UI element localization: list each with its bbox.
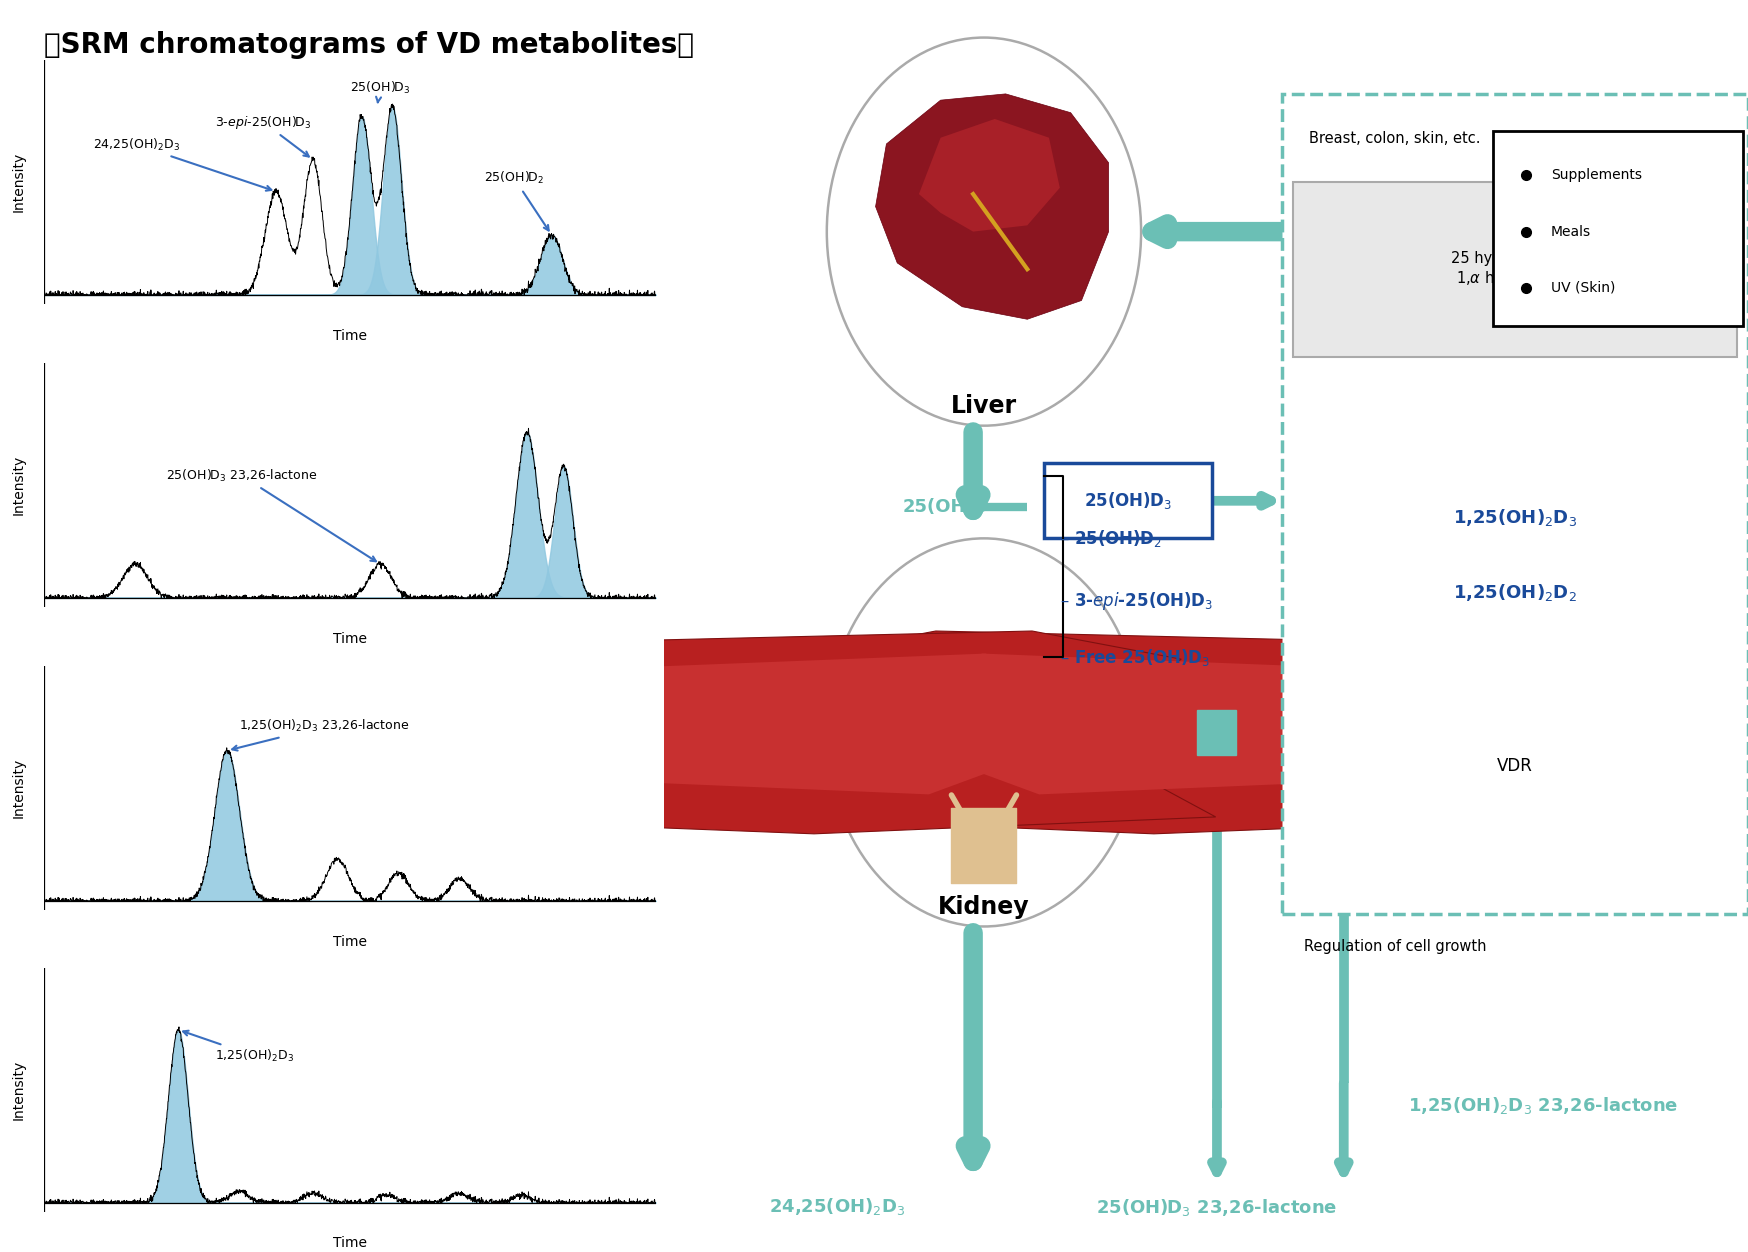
Text: Liver: Liver: [951, 394, 1017, 418]
Text: Time: Time: [332, 632, 367, 646]
Text: 1,25(OH)$_2$D$_3$ 23,26-lactone: 1,25(OH)$_2$D$_3$ 23,26-lactone: [232, 719, 409, 750]
Text: 25(OH)D$_3$: 25(OH)D$_3$: [350, 80, 411, 103]
Text: 25(OH)D$_2$: 25(OH)D$_2$: [484, 170, 549, 230]
Text: 1,25(OH)$_2$D$_2$: 1,25(OH)$_2$D$_2$: [1453, 582, 1577, 603]
Text: 25(OH)D$_3$ 23,26-lactone: 25(OH)D$_3$ 23,26-lactone: [1096, 1197, 1337, 1218]
FancyBboxPatch shape: [1044, 463, 1211, 538]
Text: Kidney: Kidney: [939, 895, 1030, 919]
Text: Regulation of cell growth: Regulation of cell growth: [1304, 939, 1486, 954]
Text: Intensity: Intensity: [10, 1059, 26, 1121]
Text: Supplements: Supplements: [1550, 168, 1641, 183]
Text: Time: Time: [332, 1237, 367, 1251]
Text: 3-$\it{epi}$-25(OH)D$_3$: 3-$\it{epi}$-25(OH)D$_3$: [215, 114, 311, 156]
Text: Time: Time: [332, 329, 367, 343]
FancyBboxPatch shape: [1294, 182, 1738, 357]
Polygon shape: [876, 94, 1108, 319]
Text: – 3-$\it{epi}$-25(OH)D$_3$: – 3-$\it{epi}$-25(OH)D$_3$: [1059, 590, 1213, 612]
Text: – 25(OH)D$_2$: – 25(OH)D$_2$: [1059, 528, 1161, 548]
Text: 1,25(OH)$_2$D$_3$: 1,25(OH)$_2$D$_3$: [1453, 507, 1577, 528]
Polygon shape: [902, 654, 1613, 795]
Text: 25(OH)D: 25(OH)D: [902, 498, 989, 516]
Text: 【SRM chromatograms of VD metabolites】: 【SRM chromatograms of VD metabolites】: [44, 31, 694, 59]
Text: Time: Time: [332, 934, 367, 949]
Text: 1,25(OH)$_2$D$_3$ 23,26-lactone: 1,25(OH)$_2$D$_3$ 23,26-lactone: [1407, 1096, 1678, 1117]
Text: Intensity: Intensity: [10, 151, 26, 213]
Bar: [1197, 710, 1236, 755]
Text: UV (Skin): UV (Skin): [1550, 280, 1615, 295]
Text: Vitamin D$_3$, Vitamin D$_2$: Vitamin D$_3$, Vitamin D$_2$: [1456, 194, 1631, 213]
Polygon shape: [355, 654, 1066, 795]
Text: 24,25(OH)$_2$D$_3$: 24,25(OH)$_2$D$_3$: [769, 1196, 905, 1217]
Text: – Free 25(OH)D$_3$: – Free 25(OH)D$_3$: [1059, 647, 1210, 667]
Text: 1,25(OH)$_2$D$_3$: 1,25(OH)$_2$D$_3$: [184, 1030, 294, 1064]
Text: VDR: VDR: [1496, 757, 1533, 775]
Polygon shape: [103, 631, 1215, 834]
Text: 24,25(OH)$_2$D$_3$: 24,25(OH)$_2$D$_3$: [93, 136, 271, 190]
Text: 25 hydroxylase &
1,$\alpha$ hydroxylase: 25 hydroxylase & 1,$\alpha$ hydroxylase: [1451, 250, 1578, 288]
Text: Breast, colon, skin, etc.: Breast, colon, skin, etc.: [1309, 131, 1481, 146]
Text: 25(OH)D$_3$ 23,26-lactone: 25(OH)D$_3$ 23,26-lactone: [166, 468, 376, 561]
Polygon shape: [752, 631, 1748, 834]
Text: Intensity: Intensity: [10, 757, 26, 819]
Polygon shape: [919, 119, 1059, 232]
FancyBboxPatch shape: [1281, 94, 1748, 914]
FancyBboxPatch shape: [1493, 131, 1743, 326]
Text: Meals: Meals: [1550, 224, 1591, 239]
Text: 25(OH)D$_3$: 25(OH)D$_3$: [1084, 491, 1171, 511]
Text: Intensity: Intensity: [10, 454, 26, 516]
